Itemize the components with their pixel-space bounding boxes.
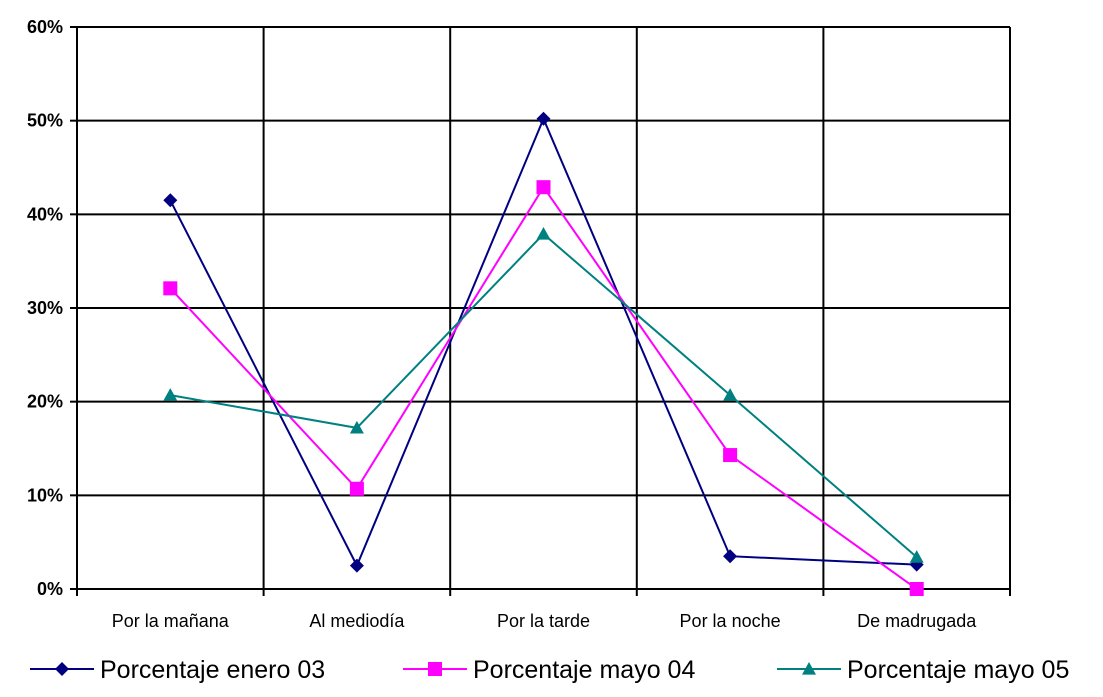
legend-item: Porcentaje mayo 05 [777, 656, 1069, 684]
x-tick-label: De madrugada [857, 611, 977, 631]
legend-marker [802, 662, 816, 675]
x-tick-label: Por la mañana [112, 611, 230, 631]
x-tick-label: Al mediodía [309, 611, 405, 631]
series [163, 111, 924, 596]
series-square [163, 180, 924, 596]
data-point [536, 180, 551, 195]
legend-label: Porcentaje mayo 05 [847, 656, 1069, 684]
data-point [349, 420, 364, 434]
data-point [163, 193, 178, 208]
y-tick-label: 50% [27, 111, 63, 131]
data-point [909, 550, 924, 563]
data-point [723, 549, 738, 564]
data-point [349, 481, 364, 496]
x-tick-label: Por la noche [680, 611, 781, 631]
data-point [909, 582, 924, 596]
data-point [723, 388, 738, 401]
series-triangle [163, 227, 924, 563]
data-point [536, 111, 551, 126]
data-point [349, 558, 364, 573]
series-line [169, 185, 918, 590]
legend: Porcentaje enero 03 Porcentaje mayo 04 Por… [30, 656, 1069, 684]
y-tick-label: 60% [27, 17, 63, 37]
y-tick-label: 40% [27, 204, 63, 224]
y-tick-label: 10% [27, 485, 63, 505]
y-tick-label: 20% [27, 392, 63, 412]
data-point [536, 227, 551, 240]
y-tick-label: 30% [27, 298, 63, 318]
grid [77, 26, 1011, 589]
axes: 0% 10% 20% 30% 40% 50% 60% Por la mañana Al medi… [27, 17, 1011, 631]
legend-item: Porcentaje enero 03 [30, 656, 325, 684]
legend-marker [55, 662, 69, 676]
legend-label: Porcentaje mayo 04 [473, 656, 695, 684]
legend-label: Porcentaje enero 03 [100, 656, 325, 684]
data-point [163, 281, 178, 296]
x-tick-label: Por la tarde [497, 611, 590, 631]
series-diamond [163, 111, 924, 573]
legend-marker [428, 662, 442, 676]
y-tick-label: 0% [37, 579, 63, 599]
data-point [723, 448, 738, 463]
legend-item: Porcentaje mayo 04 [403, 656, 695, 684]
data-point [163, 388, 178, 401]
